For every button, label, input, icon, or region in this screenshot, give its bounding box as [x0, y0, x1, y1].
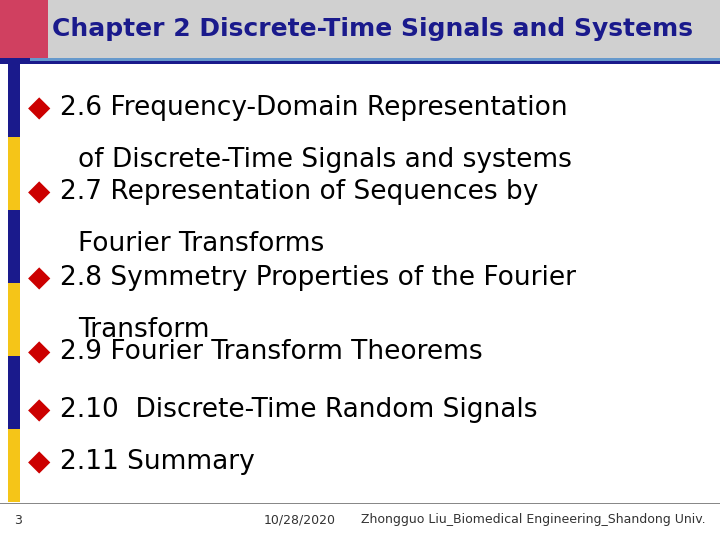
Bar [8, 356, 20, 429]
Bar [0, 0, 720, 58]
Text: ◆: ◆ [28, 338, 50, 366]
Text: ◆: ◆ [28, 448, 50, 476]
Bar [0, 503, 720, 504]
Bar [8, 429, 20, 502]
Text: 10/28/2020: 10/28/2020 [264, 514, 336, 526]
Text: 2.6 Frequency-Domain Representation: 2.6 Frequency-Domain Representation [60, 95, 567, 121]
Text: Zhongguo Liu_Biomedical Engineering_Shandong Univ.: Zhongguo Liu_Biomedical Engineering_Shan… [361, 514, 706, 526]
Text: 2.7 Representation of Sequences by: 2.7 Representation of Sequences by [60, 179, 539, 205]
Text: 2.8 Symmetry Properties of the Fourier: 2.8 Symmetry Properties of the Fourier [60, 265, 576, 291]
Text: Chapter 2 Discrete-Time Signals and Systems: Chapter 2 Discrete-Time Signals and Syst… [52, 17, 693, 41]
Text: ◆: ◆ [28, 264, 50, 292]
Text: ◆: ◆ [28, 396, 50, 424]
Text: ◆: ◆ [28, 178, 50, 206]
Bar [8, 283, 20, 356]
Text: 2.10  Discrete-Time Random Signals: 2.10 Discrete-Time Random Signals [60, 397, 538, 423]
Bar [8, 64, 20, 137]
Bar [8, 137, 20, 210]
Text: 2.9 Fourier Transform Theorems: 2.9 Fourier Transform Theorems [60, 339, 482, 365]
Text: of Discrete-Time Signals and systems: of Discrete-Time Signals and systems [78, 147, 572, 173]
Bar [0, 0, 48, 58]
Bar [8, 210, 20, 283]
Bar [30, 58, 720, 61]
Text: 2.11 Summary: 2.11 Summary [60, 449, 255, 475]
Text: Fourier Transforms: Fourier Transforms [78, 231, 324, 257]
Text: 3: 3 [14, 514, 22, 526]
Bar [0, 0, 28, 50]
Text: Transform: Transform [78, 317, 210, 343]
Bar [0, 58, 720, 64]
Text: ◆: ◆ [28, 94, 50, 122]
